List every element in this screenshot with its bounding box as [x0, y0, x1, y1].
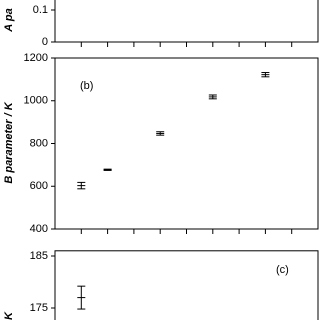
y-tick-label: 175 [30, 302, 48, 314]
y-axis-title: B parameter / K [3, 101, 15, 183]
y-tick-label: 0 [42, 36, 48, 48]
y-tick-label: 185 [30, 250, 48, 262]
y-tick-label: 600 [30, 180, 48, 192]
plot-frame [54, 57, 319, 230]
panel-label: (c) [276, 264, 289, 276]
y-axis-title: K [3, 311, 15, 320]
panel-label: (b) [80, 80, 93, 92]
y-tick-label: 400 [30, 223, 48, 235]
y-axis-title: A pa [3, 8, 15, 32]
plot-frame [54, 250, 319, 320]
y-tick-label: 1200 [24, 52, 48, 64]
y-tick-label: 1000 [24, 95, 48, 107]
plot-frame [54, 0, 319, 43]
y-tick-label: 800 [30, 137, 48, 149]
y-tick-label: 0.1 [33, 4, 48, 16]
